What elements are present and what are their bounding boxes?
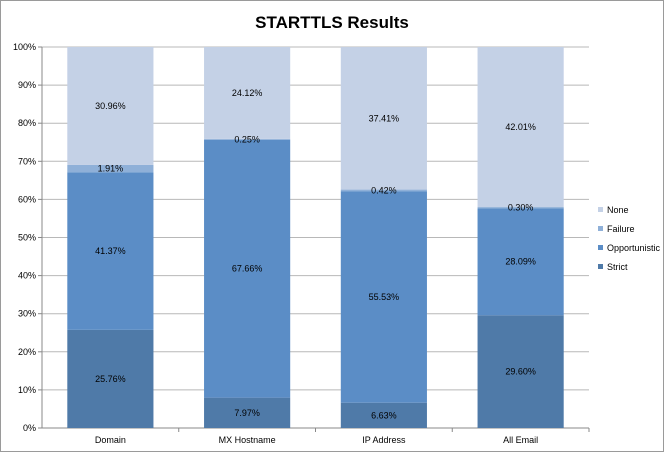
y-tick-label: 10% [18,385,36,395]
legend-swatch [598,245,603,250]
bar-segment-strict [340,402,427,428]
axes: 0% 10% 20% 30% 40% 50% 60% 70% 80% 90% 100% Domain M… [13,42,590,445]
legend-label: Strict [607,262,628,272]
legend-label: None [607,205,629,215]
bar-segment-failure [477,207,564,209]
data-label: 25.76% [95,374,126,384]
y-tick-label: 80% [18,118,36,128]
data-labels: 25.76% 41.37% 1.91% 30.96% 7.97% 67.66% 0.25% 2… [95,88,536,420]
data-label: 67.66% [232,264,263,274]
bar-segment-opportunistic [477,208,564,316]
data-label: 24.12% [232,88,263,98]
data-label: 0.30% [508,203,534,213]
data-label: 6.63% [371,410,397,420]
data-label: 30.96% [95,101,126,111]
y-tick-label: 50% [18,233,36,243]
bar-segment-strict [204,397,291,428]
bar-segment-strict [67,329,154,428]
data-label: 1.91% [98,164,124,174]
y-tick-label: 40% [18,271,36,281]
legend-swatch [598,207,603,212]
bar-segment-none [67,47,154,165]
data-label: 37.41% [369,113,400,123]
y-tick-label: 70% [18,156,36,166]
data-label: 7.97% [234,408,260,418]
legend-swatch [598,226,603,231]
legend-label: Opportunistic [607,243,661,253]
y-tick-label: 30% [18,309,36,319]
data-label: 55.53% [369,292,400,302]
y-tick-label: 100% [13,42,36,52]
y-tick-label: 20% [18,347,36,357]
x-tick-label: Domain [95,435,126,445]
x-tick-label: MX Hostname [219,435,276,445]
x-tick-label: All Email [503,435,538,445]
data-label: 42.01% [505,122,536,132]
y-tick-label: 0% [23,423,36,433]
data-label: 41.37% [95,246,126,256]
chart-title: STARTTLS Results [255,13,409,32]
data-label: 0.42% [371,185,397,195]
bar-segment-none [204,47,291,139]
bar-segment-none [477,47,564,208]
bar-segment-failure [204,138,291,140]
bar-segment-strict [477,315,564,428]
legend: None Failure Opportunistic Strict [598,205,661,272]
bar-segment-failure [67,164,154,173]
data-label: 28.09% [505,257,536,267]
bar-segment-none [340,47,427,190]
data-label: 29.60% [505,367,536,377]
bar-segment-opportunistic [67,172,154,330]
bar-segment-opportunistic [340,191,427,403]
bar-segment-opportunistic [204,139,291,398]
data-label: 0.25% [234,134,260,144]
x-tick-label: IP Address [362,435,406,445]
y-tick-label: 60% [18,194,36,204]
legend-swatch [598,264,603,269]
y-tick-label: 90% [18,80,36,90]
legend-label: Failure [607,224,635,234]
bars [67,47,564,428]
bar-segment-failure [340,189,427,192]
